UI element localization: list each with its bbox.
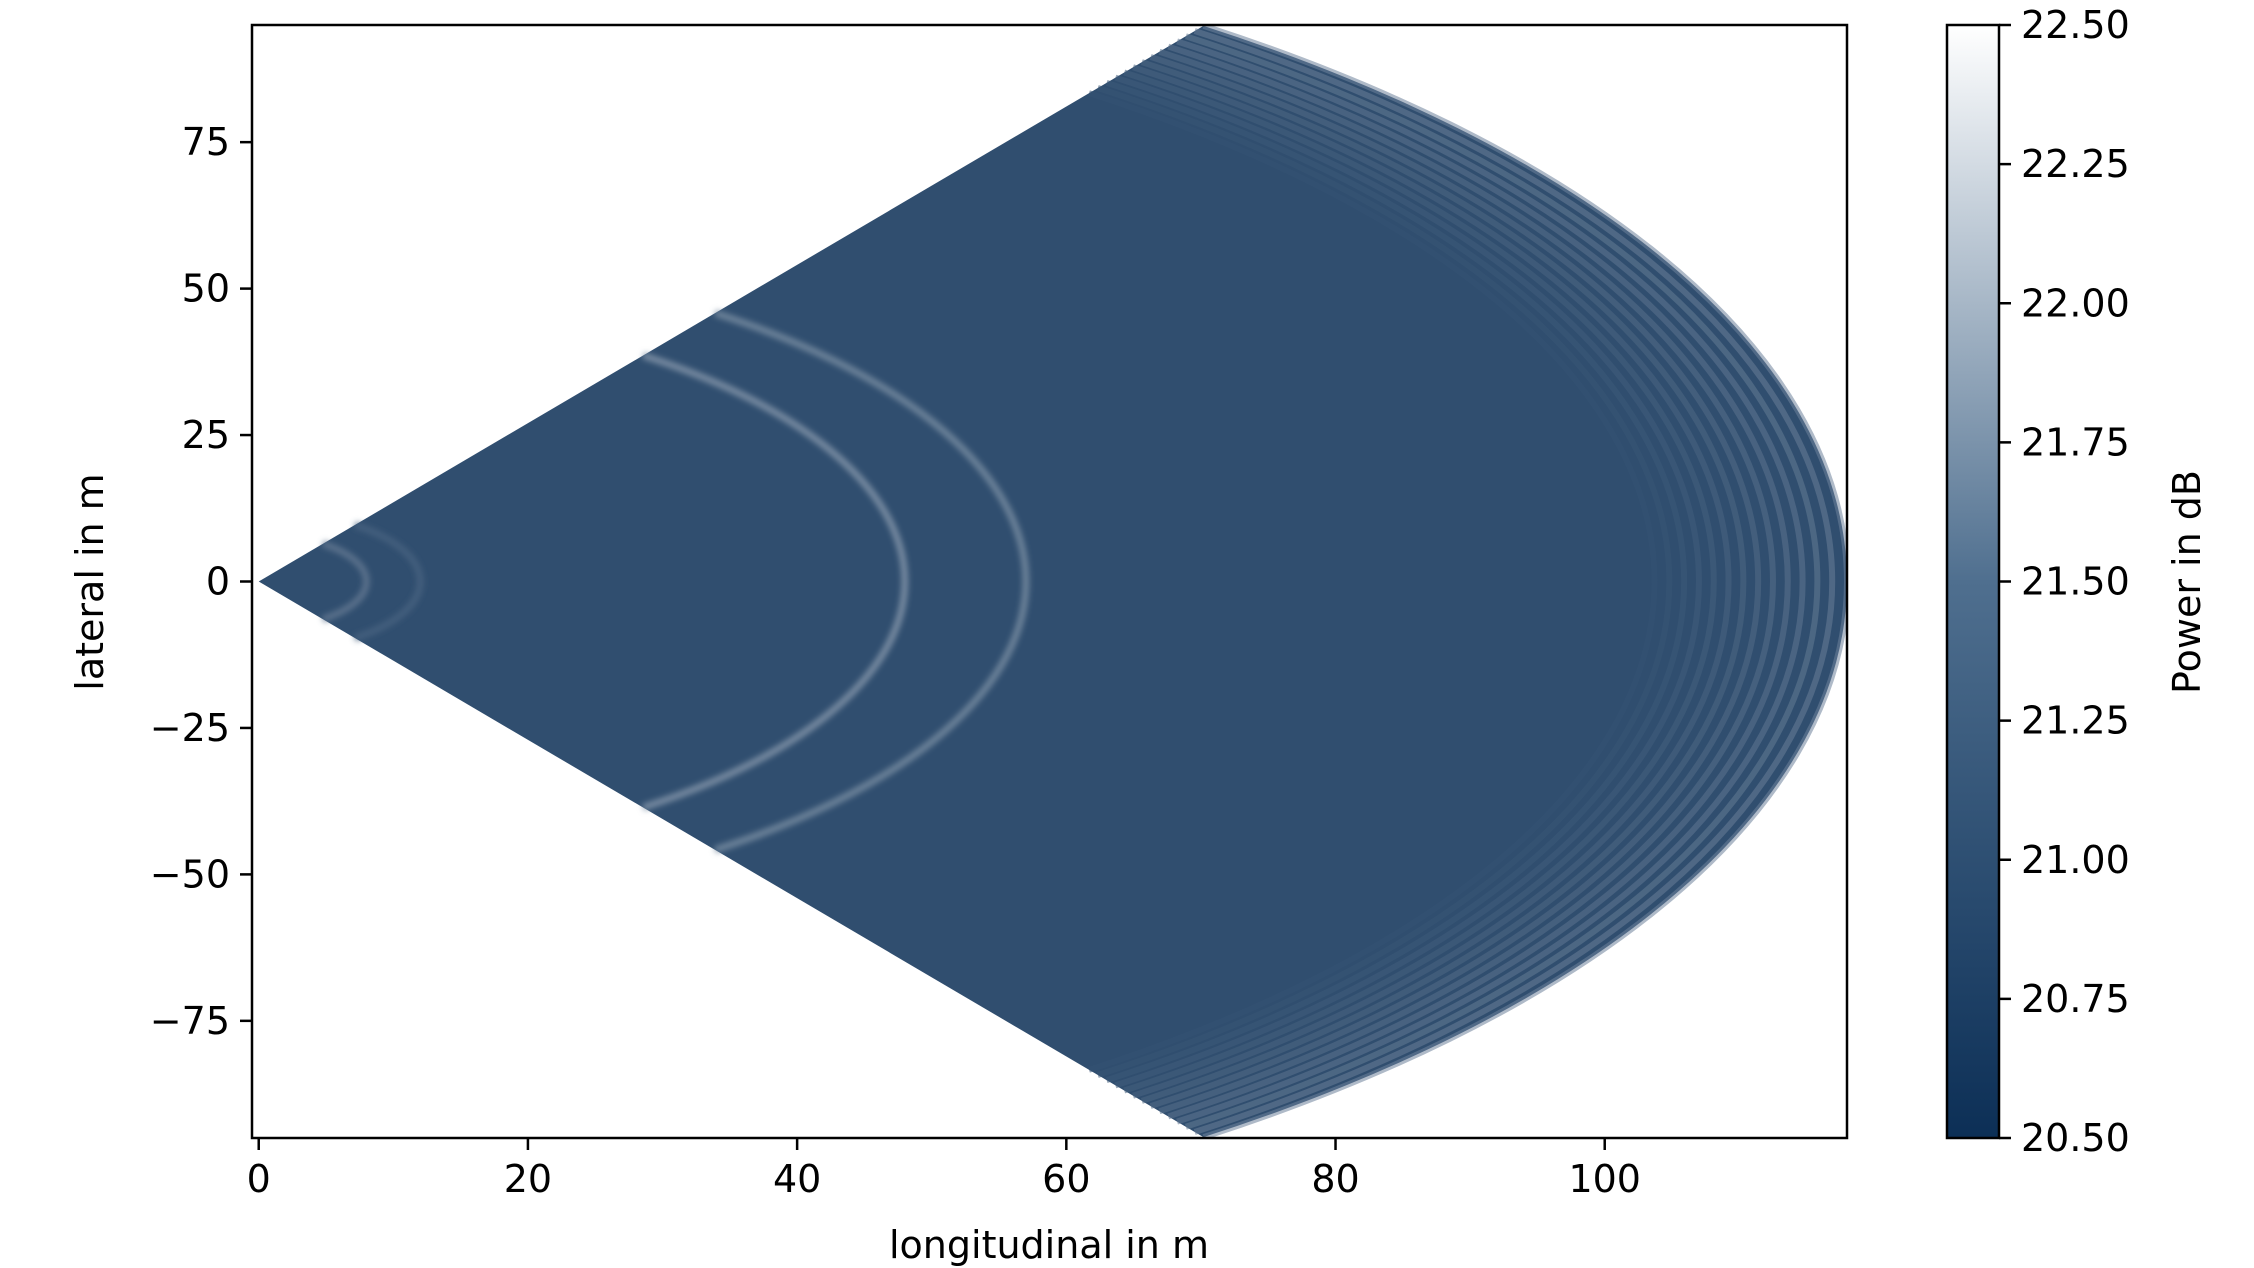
y-tick-label: 75 <box>182 120 230 164</box>
y-tick-label: 50 <box>182 267 230 311</box>
edge-ring <box>1176 38 1806 1125</box>
y-tick-label: −75 <box>150 999 230 1043</box>
colorbar-ticks: 22.50 22.25 22.00 21.75 21.50 21.25 21.00 20.75… <box>1999 3 2130 1160</box>
edge-ring <box>1140 59 1747 1104</box>
edge-ring <box>1105 79 1688 1084</box>
plot-area <box>258 25 1847 1138</box>
y-tick-label: −25 <box>150 706 230 750</box>
colorbar-tick-label: 22.25 <box>2021 142 2130 186</box>
colorbar-tick-label: 22.50 <box>2021 3 2130 47</box>
reflection-arc <box>321 540 370 623</box>
x-tick-label: 100 <box>1568 1157 1641 1201</box>
x-tick-label: 80 <box>1311 1157 1359 1201</box>
reflection-arc <box>353 521 424 642</box>
reflection-arc <box>641 352 909 811</box>
edge-ring <box>1123 69 1717 1094</box>
radar-sector <box>258 25 1847 1138</box>
edge-ring <box>1184 33 1821 1130</box>
edge-ring <box>1114 74 1702 1089</box>
x-tick-label: 60 <box>1042 1157 1090 1201</box>
edge-ring <box>1193 28 1836 1135</box>
edge-ring <box>1149 54 1762 1109</box>
colorbar-tick-label: 21.25 <box>2021 699 2130 743</box>
x-tick-label: 20 <box>504 1157 552 1201</box>
colorbar-tick-label: 21.50 <box>2021 560 2130 604</box>
colorbar-tick-label: 22.00 <box>2021 281 2130 325</box>
y-axis-label: lateral in m <box>68 473 112 690</box>
x-axis-label: longitudinal in m <box>889 1223 1209 1267</box>
colorbar-tick-label: 20.75 <box>2021 977 2130 1021</box>
edge-ring <box>1096 85 1673 1078</box>
x-tick-label: 40 <box>773 1157 821 1201</box>
y-axis-ticks: 75 50 25 0 −25 −50 −75 <box>150 120 252 1043</box>
y-tick-label: 25 <box>182 413 230 457</box>
sector-range-rings <box>1088 25 1847 1138</box>
colorbar-label: Power in dB <box>2165 470 2209 694</box>
edge-ring <box>1132 64 1732 1099</box>
colorbar-tick-label: 20.50 <box>2021 1116 2130 1160</box>
reflection-arcs <box>321 309 1030 854</box>
x-tick-label: 0 <box>247 1157 271 1201</box>
colorbar <box>1945 23 2001 1140</box>
y-tick-label: 0 <box>206 560 230 604</box>
colorbar-tick-label: 21.00 <box>2021 838 2130 882</box>
edge-ring <box>1088 90 1658 1073</box>
y-tick-label: −50 <box>150 852 230 896</box>
x-axis-ticks: 0 20 40 60 80 100 <box>247 1138 1641 1201</box>
reflection-arc <box>714 309 1030 854</box>
edge-ring <box>1158 48 1776 1115</box>
edge-ring <box>1167 43 1791 1120</box>
colorbar-tick-label: 21.75 <box>2021 420 2130 464</box>
